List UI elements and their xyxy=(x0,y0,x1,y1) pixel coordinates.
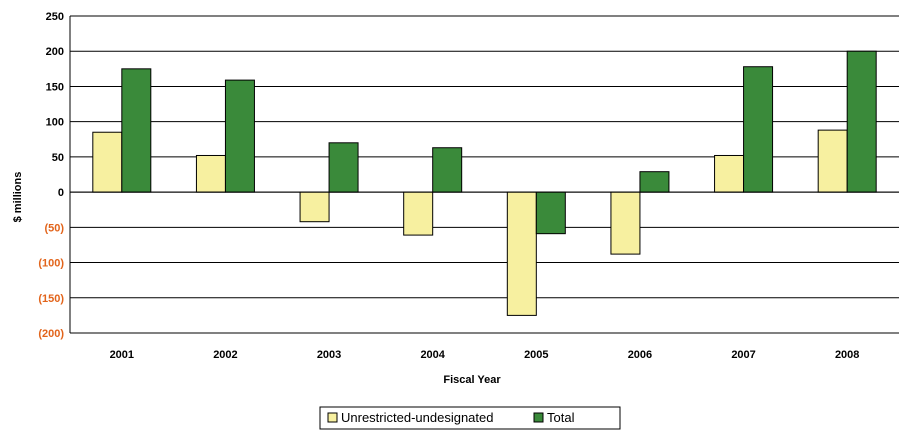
y-tick-label: 150 xyxy=(46,81,64,93)
bar-total-2005 xyxy=(535,191,566,235)
y-tick-label: 250 xyxy=(46,11,64,23)
x-tick-label: 2008 xyxy=(835,349,859,361)
y-tick-label: (200) xyxy=(38,328,64,340)
bar-unrestricted-2008 xyxy=(817,129,848,193)
y-tick-label: 0 xyxy=(58,187,64,199)
y-tick-label: 200 xyxy=(46,46,64,58)
y-axis-title: $ millions xyxy=(12,172,24,223)
legend-swatch-unrestricted xyxy=(327,412,338,423)
bar-unrestricted-2007 xyxy=(714,154,745,193)
legend: Unrestricted-undesignated Total xyxy=(319,406,621,430)
y-axis-ticks: 250 200 150 100 50 0 (50) (100) (150) (200) xyxy=(38,11,64,340)
x-tick-label: 2004 xyxy=(420,349,445,361)
legend-swatch-total xyxy=(533,412,544,423)
y-tick-label: (50) xyxy=(44,222,64,234)
x-axis-ticks: 2001 2002 2003 2004 2005 2006 2007 2008 xyxy=(110,349,860,361)
bar-unrestricted-2003 xyxy=(299,191,330,223)
legend-label-total: Total xyxy=(547,410,575,425)
y-tick-label: (150) xyxy=(38,293,64,305)
bar-total-2007 xyxy=(743,66,774,193)
bar-total-2002 xyxy=(224,79,255,193)
gridlines xyxy=(70,15,899,334)
bar-total-2006 xyxy=(639,171,670,193)
y-tick-label: (100) xyxy=(38,258,64,270)
bar-unrestricted-2001 xyxy=(92,131,123,193)
legend-label-unrestricted: Unrestricted-undesignated xyxy=(341,410,493,425)
bars xyxy=(92,50,877,316)
x-tick-label: 2007 xyxy=(731,349,755,361)
y-tick-label: 50 xyxy=(52,152,64,164)
bar-total-2008 xyxy=(846,50,877,193)
x-axis-title: Fiscal Year xyxy=(443,374,501,386)
x-tick-label: 2006 xyxy=(628,349,652,361)
x-tick-label: 2001 xyxy=(110,349,134,361)
legend-box xyxy=(319,406,621,430)
bar-total-2001 xyxy=(121,68,152,193)
bar-unrestricted-2005 xyxy=(506,191,537,316)
bar-total-2004 xyxy=(432,147,463,193)
bar-total-2003 xyxy=(328,142,359,193)
x-tick-label: 2003 xyxy=(317,349,341,361)
x-tick-label: 2002 xyxy=(213,349,237,361)
y-tick-label: 100 xyxy=(46,117,64,129)
bar-unrestricted-2002 xyxy=(195,154,226,193)
bar-unrestricted-2004 xyxy=(403,191,434,236)
bar-unrestricted-2006 xyxy=(610,191,641,255)
x-tick-label: 2005 xyxy=(524,349,548,361)
